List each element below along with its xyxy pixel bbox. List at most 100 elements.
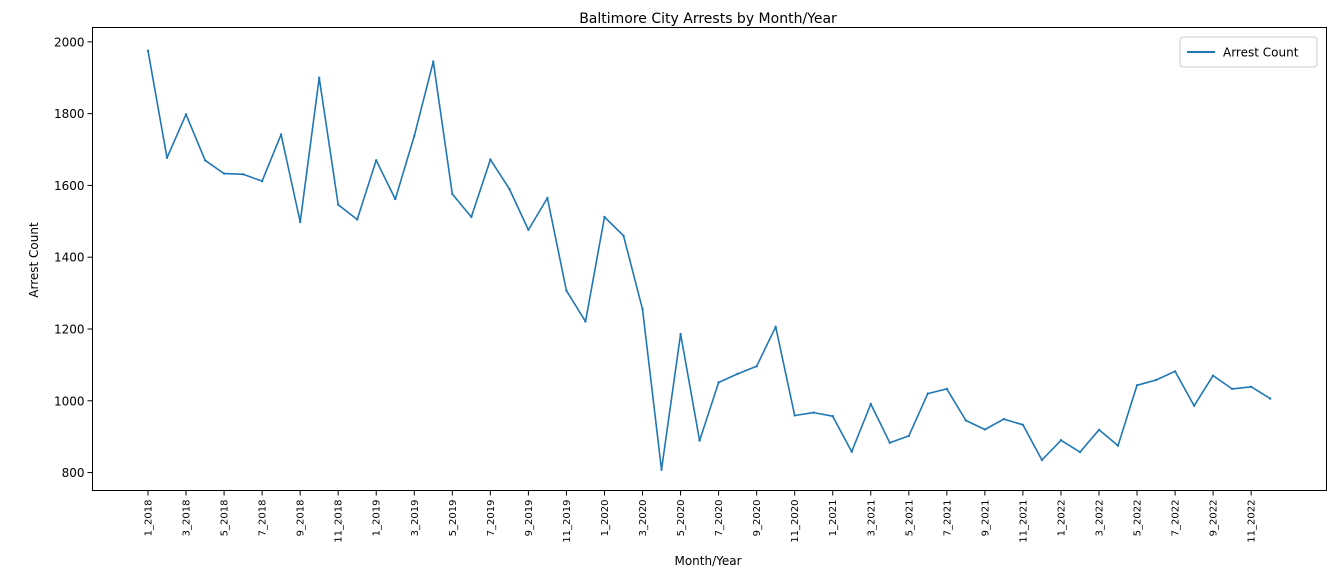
data-point	[1192, 404, 1196, 407]
data-point	[1154, 378, 1158, 382]
data-point	[679, 332, 682, 336]
data-point	[603, 215, 606, 219]
x-tick-label: 3_2021	[866, 500, 877, 537]
x-tick-label: 11_2018	[334, 500, 345, 543]
data-point	[641, 308, 644, 311]
x-tick-label: 7_2020	[714, 500, 725, 537]
legend-label: Arrest Count	[1223, 46, 1299, 60]
data-point	[888, 441, 891, 444]
data-point	[337, 203, 340, 207]
data-point	[945, 387, 949, 391]
data-point	[146, 49, 150, 53]
y-tick-label: 1800	[54, 107, 85, 121]
data-point	[1230, 387, 1234, 391]
data-point	[565, 289, 568, 292]
data-point	[1097, 428, 1101, 432]
y-tick-label: 800	[62, 466, 85, 480]
x-tick-label: 9_2022	[1209, 500, 1220, 537]
y-axis: 800 1000 1200 1400 1600 1800 2000	[54, 35, 93, 480]
data-point	[222, 172, 226, 175]
x-tick-label: 9_2019	[524, 500, 535, 537]
x-tick-label: 3_2018	[182, 500, 193, 537]
x-tick-label: 7_2022	[1171, 500, 1182, 537]
legend: Arrest Count	[1179, 36, 1318, 68]
data-point	[489, 158, 492, 161]
data-point	[375, 159, 378, 162]
x-tick-label: 5_2020	[676, 500, 687, 537]
data-point	[546, 196, 549, 200]
x-tick-label: 9_2018	[296, 500, 307, 537]
data-point	[831, 415, 834, 418]
data-point	[203, 159, 207, 162]
x-tick-label: 5_2021	[904, 500, 915, 537]
x-axis-label: Month/Year	[674, 554, 741, 568]
x-tick-label: 7_2021	[942, 500, 953, 537]
data-point	[1021, 423, 1025, 427]
x-tick-label: 11_2022	[1247, 500, 1258, 543]
x-axis: 1_2018 3_2018 5_2018 7_2018 9_2018 11_2018 1_2…	[144, 490, 1258, 543]
x-tick-label: 3_2019	[410, 500, 421, 537]
data-point	[1078, 450, 1082, 454]
data-point	[1116, 444, 1120, 447]
y-axis-label: Arrest Count	[27, 222, 41, 298]
data-point	[774, 325, 777, 329]
x-tick-label: 5_2019	[448, 500, 459, 537]
x-tick-label: 7_2019	[486, 500, 497, 537]
y-tick-label: 1600	[54, 179, 85, 193]
y-tick-label: 2000	[54, 35, 85, 49]
data-point	[907, 434, 910, 438]
x-tick-label: 11_2019	[562, 500, 573, 543]
x-tick-label: 5_2022	[1133, 500, 1144, 537]
data-point	[793, 414, 796, 417]
y-tick-label: 1000	[54, 394, 85, 408]
data-point	[1059, 439, 1063, 442]
x-tick-label: 7_2018	[258, 500, 269, 537]
data-point	[1211, 374, 1215, 377]
plot-area-frame	[92, 27, 1327, 491]
data-point	[413, 134, 416, 138]
legend-box	[1179, 36, 1318, 68]
data-point	[260, 179, 264, 183]
data-point	[584, 320, 587, 323]
chart-title: Baltimore City Arrests by Month/Year	[579, 11, 837, 27]
data-point	[527, 228, 530, 232]
data-point	[622, 234, 625, 237]
data-point	[926, 392, 930, 395]
data-point	[698, 439, 701, 442]
data-point	[470, 215, 473, 219]
data-point	[850, 450, 853, 453]
series-line	[147, 50, 1271, 471]
data-point	[1249, 385, 1253, 388]
data-point	[241, 173, 245, 176]
x-tick-label: 1_2021	[828, 500, 839, 537]
data-point	[1040, 458, 1044, 462]
data-point	[755, 365, 758, 368]
data-point	[394, 197, 397, 201]
data-point	[279, 133, 283, 136]
data-point	[1268, 397, 1272, 400]
data-point	[451, 192, 454, 196]
data-point	[717, 381, 720, 384]
data-point	[1173, 370, 1177, 373]
data-point	[356, 218, 359, 221]
y-tick-label: 1200	[54, 322, 85, 336]
x-tick-label: 9_2020	[752, 500, 763, 537]
data-point	[298, 220, 302, 224]
x-tick-label: 1_2022	[1056, 500, 1067, 537]
x-tick-label: 5_2018	[220, 500, 231, 537]
x-tick-label: 1_2020	[600, 500, 611, 537]
data-point	[736, 372, 739, 376]
x-tick-label: 1_2018	[144, 500, 155, 537]
x-tick-label: 9_2021	[980, 500, 991, 537]
data-point	[983, 428, 987, 431]
x-tick-label: 3_2020	[638, 500, 649, 537]
data-point	[317, 76, 321, 79]
y-tick-label: 1400	[54, 251, 85, 265]
data-point	[964, 419, 968, 422]
data-point	[869, 402, 872, 406]
x-tick-label: 11_2021	[1018, 500, 1029, 543]
data-point	[1002, 417, 1006, 421]
x-tick-label: 1_2019	[372, 500, 383, 537]
